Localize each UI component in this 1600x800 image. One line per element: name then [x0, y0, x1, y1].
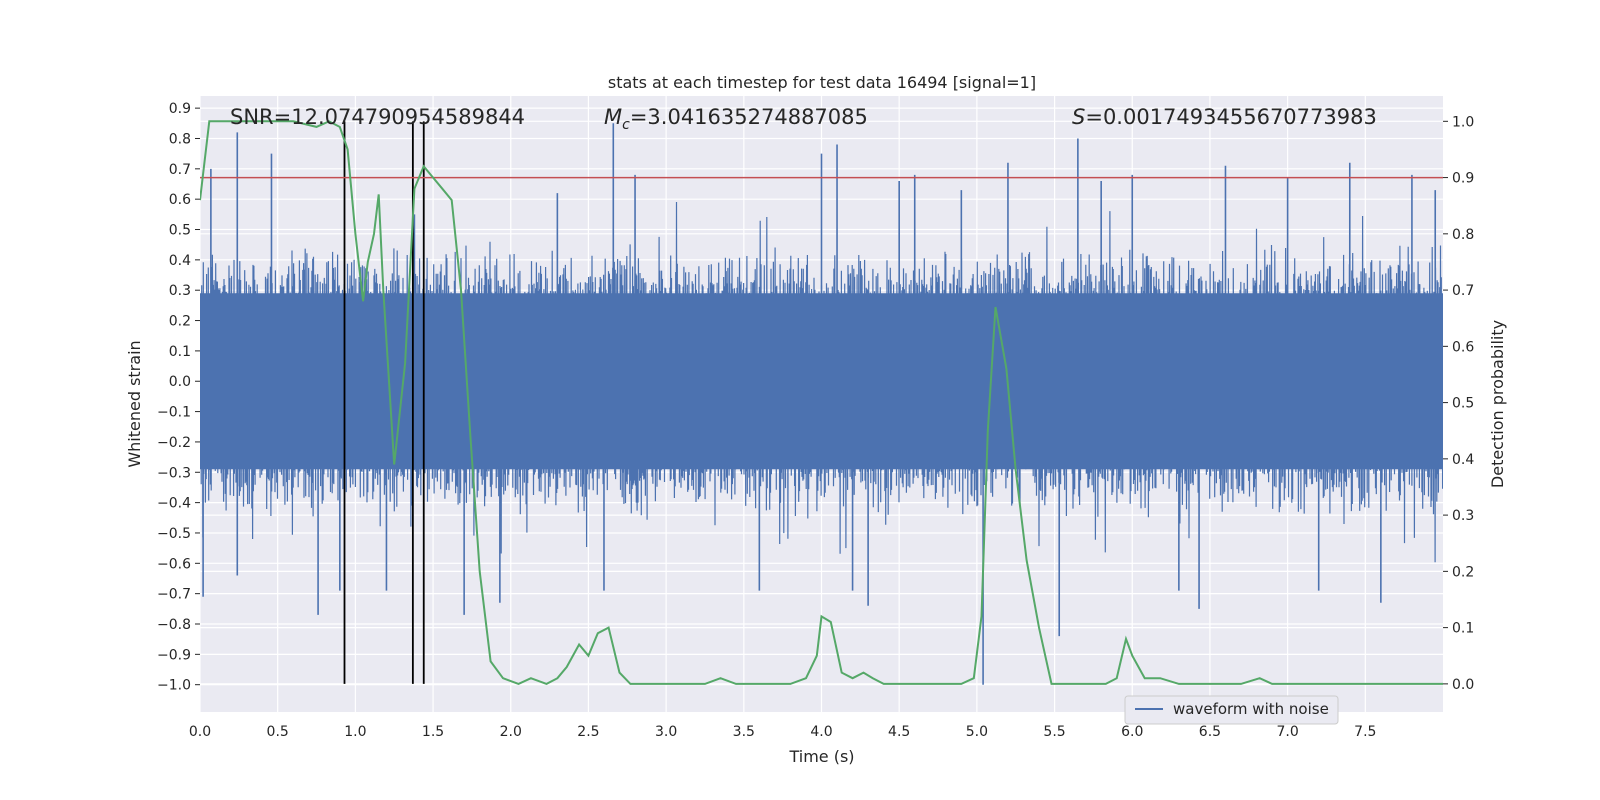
x-tick-label: 6.5: [1199, 724, 1221, 740]
x-tick-label: 5.5: [1043, 724, 1065, 740]
y-tick-label: 0.5: [169, 223, 191, 239]
mc-value: =3.041635274887085: [630, 105, 868, 129]
y-tick-label: 0.9: [169, 101, 191, 117]
x-tick-label: 2.0: [500, 724, 522, 740]
y2-tick-label: 0.6: [1452, 339, 1474, 355]
y-tick-label: 0.1: [169, 344, 191, 360]
legend: waveform with noise: [1124, 695, 1339, 725]
y-tick-label: 0.4: [169, 253, 191, 269]
y-axis-ticks: 0.9 0.8 0.7 0.6 0.5 0.4 0.3 0.2 0.1 0.0 −0.1 −0.2 −0…: [157, 101, 200, 694]
mc-subscript: c: [622, 117, 630, 133]
s-annotation: S=0.0017493455670773983: [1072, 105, 1377, 129]
y-tick-label: −0.4: [157, 496, 191, 512]
y-tick-label: −0.5: [157, 526, 191, 542]
s-symbol: S: [1072, 105, 1085, 129]
y2-tick-label: 0.7: [1452, 283, 1474, 299]
plot-area: [200, 120, 1443, 685]
x-tick-label: 0.5: [267, 724, 289, 740]
x-tick-label: 4.5: [888, 724, 910, 740]
x-tick-label: 7.0: [1276, 724, 1298, 740]
y-tick-label: 0.0: [169, 374, 191, 390]
mc-symbol: M: [604, 105, 622, 129]
y2-tick-label: 0.0: [1452, 677, 1474, 693]
x-tick-label: 3.0: [655, 724, 677, 740]
y-tick-label: −0.8: [157, 617, 191, 633]
y-axis-label: Whitened strain: [125, 340, 144, 467]
y2-tick-label: 0.5: [1452, 396, 1474, 412]
y2-tick-label: 0.3: [1452, 508, 1474, 524]
x-tick-label: 1.5: [422, 724, 444, 740]
y-tick-label: −0.7: [157, 587, 191, 603]
s-value: =0.0017493455670773983: [1085, 105, 1377, 129]
y-tick-label: −0.2: [157, 435, 191, 451]
y-tick-label: 0.7: [169, 162, 191, 178]
y2-tick-label: 1.0: [1452, 114, 1474, 130]
x-tick-label: 0.0: [189, 724, 211, 740]
y2-tick-label: 0.8: [1452, 227, 1474, 243]
x-tick-label: 3.5: [733, 724, 755, 740]
chart-title: stats at each timestep for test data 164…: [608, 73, 1036, 92]
y2-tick-label: 0.1: [1452, 621, 1474, 637]
y-tick-label: −0.6: [157, 556, 191, 572]
y-tick-label: −0.9: [157, 647, 191, 663]
legend-box: [1124, 695, 1339, 725]
x-tick-label: 4.0: [810, 724, 832, 740]
x-tick-label: 2.5: [577, 724, 599, 740]
snr-annotation: SNR=12.074790954589844: [230, 105, 525, 129]
y-tick-label: 0.2: [169, 314, 191, 330]
y-tick-label: −1.0: [157, 678, 191, 694]
x-axis-label: Time (s): [788, 747, 854, 766]
y-tick-label: 0.8: [169, 131, 191, 147]
y2-axis-ticks: 1.0 0.9 0.8 0.7 0.6 0.5 0.4 0.3 0.2 0.1 0.0: [1443, 114, 1474, 693]
y2-tick-label: 0.9: [1452, 171, 1474, 187]
x-tick-label: 6.0: [1121, 724, 1143, 740]
x-tick-label: 5.0: [966, 724, 988, 740]
legend-label: waveform with noise: [1173, 700, 1329, 718]
y-tick-label: 0.3: [169, 283, 191, 299]
mc-annotation: Mc=3.041635274887085: [604, 105, 868, 133]
x-axis-ticks: 0.0 0.5 1.0 1.5 2.0 2.5 3.0 3.5 4.0 4.5 5.0 5.5 6.0 6…: [189, 724, 1377, 740]
y-tick-label: −0.3: [157, 465, 191, 481]
y2-tick-label: 0.2: [1452, 564, 1474, 580]
y-tick-label: 0.6: [169, 192, 191, 208]
y2-axis-label: Detection probability: [1488, 320, 1507, 488]
probability-series-line: [200, 120, 1443, 685]
x-tick-label: 7.5: [1354, 724, 1376, 740]
y-tick-label: −0.1: [157, 405, 191, 421]
x-tick-label: 1.0: [344, 724, 366, 740]
y2-tick-label: 0.4: [1452, 452, 1474, 468]
